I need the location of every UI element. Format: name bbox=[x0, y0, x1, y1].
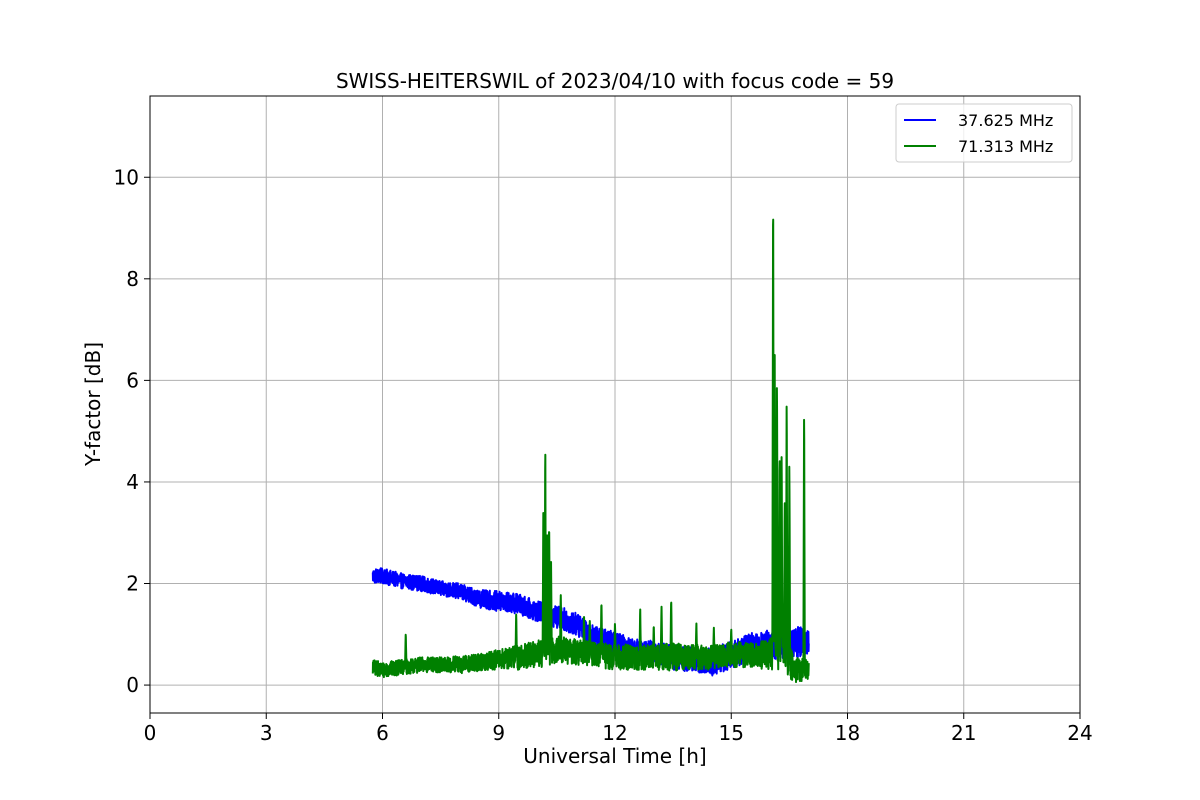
x-tick-label: 18 bbox=[835, 721, 860, 745]
legend-box bbox=[895, 103, 1073, 163]
x-axis-label: Universal Time [h] bbox=[523, 744, 706, 768]
x-tick-label: 9 bbox=[492, 721, 505, 745]
y-tick-label: 6 bbox=[126, 368, 139, 392]
y-tick-label: 2 bbox=[126, 572, 139, 596]
y-tick-label: 4 bbox=[126, 470, 139, 494]
x-tick-label: 21 bbox=[951, 721, 976, 745]
x-tick-label: 12 bbox=[602, 721, 627, 745]
y-axis-label: Y-factor [dB] bbox=[81, 342, 105, 467]
series-line-1 bbox=[371, 218, 810, 684]
grid bbox=[149, 96, 1081, 713]
x-tick-label: 24 bbox=[1067, 721, 1092, 745]
plot-area bbox=[371, 218, 810, 684]
y-axis: 0 2 4 6 8 10 bbox=[114, 165, 150, 697]
chart-title: SWISS-HEITERSWIL of 2023/04/10 with focu… bbox=[336, 69, 894, 93]
x-tick-label: 3 bbox=[260, 721, 273, 745]
x-tick-label: 15 bbox=[719, 721, 744, 745]
x-tick-label: 0 bbox=[144, 721, 157, 745]
legend-label: 71.313 MHz bbox=[958, 137, 1053, 156]
legend: 37.625 MHz 71.313 MHz bbox=[895, 103, 1073, 163]
x-axis: 0 3 6 9 12 15 18 21 24 bbox=[144, 713, 1093, 745]
y-tick-label: 8 bbox=[126, 267, 139, 291]
y-tick-label: 10 bbox=[114, 165, 139, 189]
y-tick-label: 0 bbox=[126, 673, 139, 697]
legend-label: 37.625 MHz bbox=[958, 111, 1053, 130]
x-tick-label: 6 bbox=[376, 721, 389, 745]
